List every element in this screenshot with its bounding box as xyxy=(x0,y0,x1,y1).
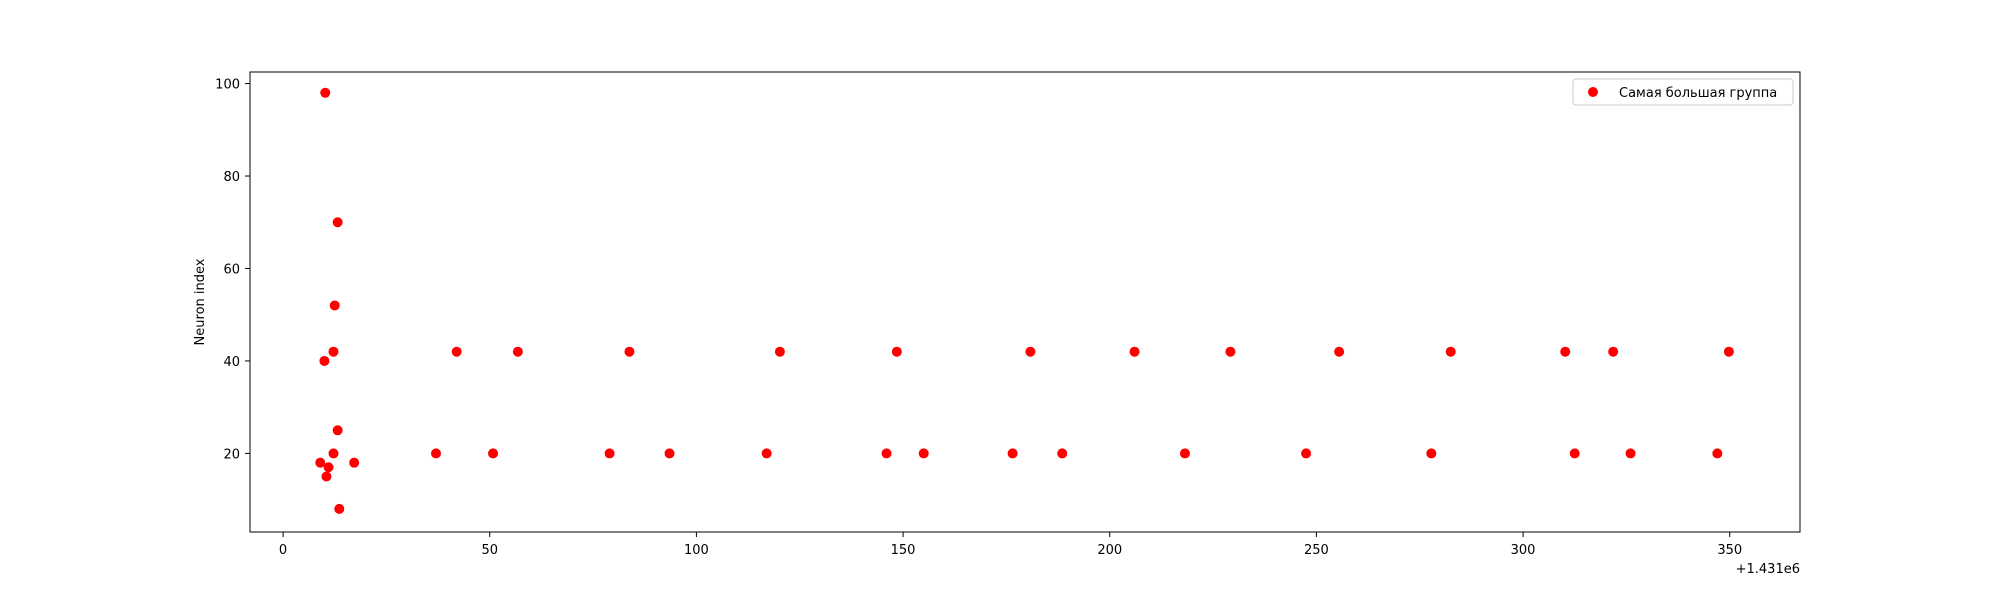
y-tick-label: 20 xyxy=(223,447,240,462)
x-tick-label: 150 xyxy=(891,543,916,558)
data-point xyxy=(1712,448,1723,459)
data-point xyxy=(431,448,441,459)
data-point xyxy=(332,425,343,436)
data-point xyxy=(1723,346,1734,357)
data-point xyxy=(1129,346,1140,357)
data-point xyxy=(315,457,326,468)
data-point xyxy=(1445,346,1456,357)
legend-label: Самая большая группа xyxy=(1619,86,1777,101)
data-point xyxy=(1560,346,1571,357)
data-point xyxy=(1225,346,1236,357)
x-tick-label: 100 xyxy=(684,543,709,558)
data-point xyxy=(1608,346,1619,357)
data-point xyxy=(349,457,360,468)
data-point xyxy=(774,346,785,357)
legend-marker xyxy=(1588,87,1598,97)
data-point xyxy=(451,346,462,357)
data-point xyxy=(319,355,330,366)
data-point xyxy=(323,462,334,473)
data-point xyxy=(918,448,929,459)
data-point xyxy=(329,300,340,311)
data-point xyxy=(1007,448,1018,459)
x-tick-label: 50 xyxy=(481,543,498,558)
data-point xyxy=(1025,346,1036,357)
y-tick-label: 40 xyxy=(223,355,240,370)
data-point xyxy=(328,448,339,459)
data-point xyxy=(604,448,615,459)
x-tick-label: 200 xyxy=(1097,543,1122,558)
data-point xyxy=(1334,346,1345,357)
data-point xyxy=(1625,448,1636,459)
data-point xyxy=(1057,448,1068,459)
data-point xyxy=(761,448,772,459)
data-point xyxy=(334,503,345,514)
data-points xyxy=(315,87,1734,514)
data-point xyxy=(1301,448,1312,459)
data-point xyxy=(320,87,331,98)
x-axis-offset-label: +1.431e6 xyxy=(1736,562,1800,577)
data-point xyxy=(1426,448,1437,459)
data-point xyxy=(664,448,675,459)
data-point xyxy=(881,448,892,459)
y-axis-label: Neuron index xyxy=(193,258,208,345)
x-tick-label: 0 xyxy=(279,543,287,558)
data-point xyxy=(624,346,635,357)
y-tick-label: 100 xyxy=(215,78,240,93)
x-tick-label: 350 xyxy=(1717,543,1742,558)
y-tick-label: 60 xyxy=(223,262,240,277)
data-point xyxy=(1179,448,1190,459)
plot-frame xyxy=(249,71,1801,533)
data-point xyxy=(1569,448,1580,459)
x-axis: 0 50 100 150 200 250 300 350 xyxy=(279,532,1742,558)
data-point xyxy=(512,346,523,357)
y-axis: 20 40 60 80 100 xyxy=(215,78,250,462)
data-point xyxy=(328,346,339,357)
legend: Самая большая группа xyxy=(1572,78,1794,106)
y-tick-label: 80 xyxy=(223,170,240,185)
data-point xyxy=(332,217,343,228)
x-tick-label: 250 xyxy=(1304,543,1329,558)
data-point xyxy=(891,346,902,357)
data-point xyxy=(321,471,332,482)
data-point xyxy=(488,448,499,459)
x-tick-label: 300 xyxy=(1511,543,1536,558)
legend-box xyxy=(1572,78,1794,106)
